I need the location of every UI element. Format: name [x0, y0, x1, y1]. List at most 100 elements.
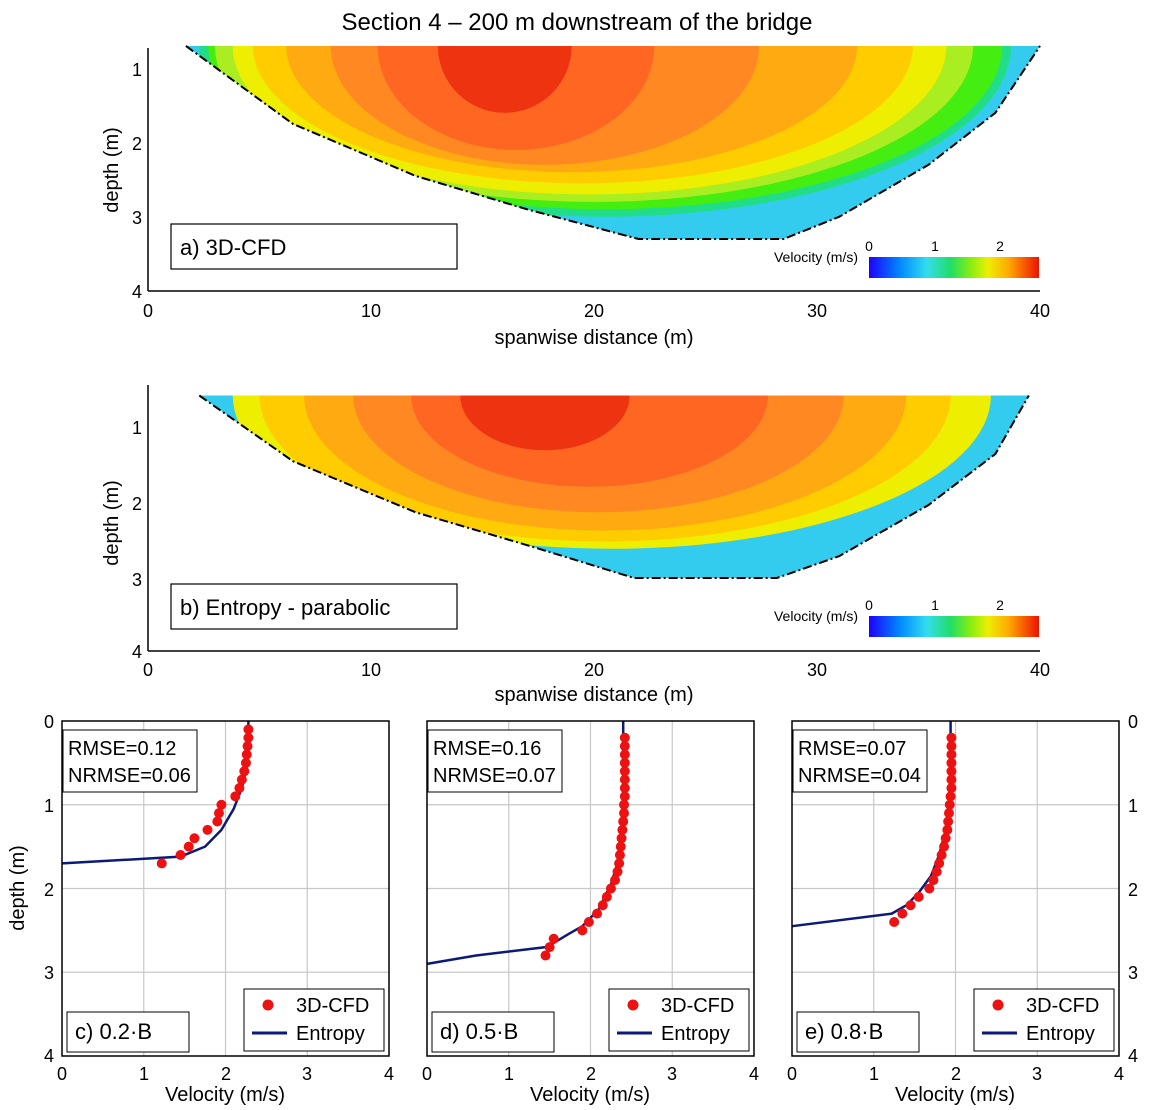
y-tick-label: 3 [1128, 963, 1138, 983]
y-tick-label: 1 [1128, 796, 1138, 816]
profile-panel-0.2B: RMSE=0.12 NRMSE=0.06 c) 0.2·B 3D-CFD Ent… [7, 712, 394, 1106]
cfd-point [212, 817, 222, 827]
y-tick-label: 2 [132, 494, 142, 514]
y-tick-label: 2 [1128, 880, 1138, 900]
x-tick-label: 2 [951, 1064, 961, 1084]
figure-title: Section 4 – 200 m downstream of the brid… [342, 9, 813, 36]
x-ticks: 0 1 2 3 4 [787, 1064, 1124, 1084]
cfd-point [906, 900, 916, 910]
cfd-point [598, 900, 608, 910]
y-tick-label: 0 [44, 712, 54, 732]
x-tick-label: 0 [787, 1064, 797, 1084]
x-tick-label: 20 [584, 301, 604, 321]
legend-label: 3D-CFD [661, 995, 734, 1017]
legend-marker-3d-cfd [628, 1000, 639, 1011]
nrmse-text: NRMSE=0.04 [798, 765, 921, 787]
x-ticks: 0 1 2 3 4 [422, 1064, 759, 1084]
y-tick-label: 2 [44, 880, 54, 900]
y-ticks: 1 2 3 4 [132, 60, 142, 302]
x-axis-label: Velocity (m/s) [895, 1084, 1015, 1106]
x-tick-label: 0 [422, 1064, 432, 1084]
colorbar-label: Velocity (m/s) [774, 608, 858, 624]
legend-label: Entropy [661, 1023, 730, 1045]
y-tick-label: 3 [132, 208, 142, 228]
cfd-point [592, 909, 602, 919]
colorbar-tick-label: 0 [865, 597, 873, 613]
colorbar-tick-label: 2 [996, 597, 1004, 613]
x-tick-label: 4 [749, 1064, 759, 1084]
x-axis-label: spanwise distance (m) [495, 684, 694, 706]
x-tick-label: 2 [221, 1064, 231, 1084]
colorbar-tick-label: 0 [865, 238, 873, 254]
x-tick-label: 3 [667, 1064, 677, 1084]
cfd-point [189, 833, 199, 843]
cfd-point [941, 833, 951, 843]
cfd-point [157, 858, 167, 868]
x-tick-label: 1 [139, 1064, 149, 1084]
panel-label: d) 0.5·B [440, 1019, 518, 1044]
cfd-point [176, 850, 186, 860]
colorbar-tick-label: 2 [996, 238, 1004, 254]
colorbar-tick-label: 1 [931, 597, 939, 613]
x-ticks: 0 10 20 30 40 [143, 301, 1050, 321]
x-tick-label: 30 [807, 660, 827, 680]
y-tick-label: 0 [1128, 712, 1138, 732]
panel-label: e) 0.8·B [805, 1019, 883, 1044]
cfd-point [541, 951, 551, 961]
legend-label: 3D-CFD [1026, 995, 1099, 1017]
x-tick-label: 4 [1114, 1064, 1124, 1084]
y-ticks: 0 1 2 3 4 [44, 712, 54, 1066]
nrmse-text: NRMSE=0.06 [68, 765, 191, 787]
cfd-point [241, 758, 251, 768]
y-tick-label: 3 [132, 570, 142, 590]
y-tick-label: 1 [44, 796, 54, 816]
panel-label: b) Entropy - parabolic [180, 595, 390, 620]
y-tick-label: 4 [44, 1046, 54, 1066]
colorbar-gradient [869, 616, 1039, 637]
colorbar: Velocity (m/s) 0 1 2 [774, 238, 1039, 278]
x-tick-label: 3 [302, 1064, 312, 1084]
cfd-point [214, 808, 224, 818]
y-axis-label: depth (m) [7, 845, 29, 931]
x-tick-label: 0 [57, 1064, 67, 1084]
colorbar-label: Velocity (m/s) [774, 249, 858, 265]
y-tick-label: 2 [132, 134, 142, 154]
y-axis-label: depth (m) [101, 127, 123, 213]
x-tick-label: 4 [384, 1064, 394, 1084]
y-ticks: 1 2 3 4 [132, 418, 142, 662]
cfd-point [577, 925, 587, 935]
contour-panel-cfd: 0 10 20 30 40 1 2 3 4 spanwise distance … [101, 0, 1050, 349]
colorbar: Velocity (m/s) 0 1 2 [774, 597, 1039, 637]
x-tick-label: 10 [361, 301, 381, 321]
y-ticks-right: 0 1 2 3 4 [1128, 712, 1138, 1066]
profile-panel-0.8B: RMSE=0.07 NRMSE=0.04 e) 0.8·B 3D-CFD Ent… [787, 712, 1138, 1106]
y-tick-label: 3 [44, 963, 54, 983]
legend-marker-3d-cfd [263, 1000, 274, 1011]
profile-panel-0.5B: RMSE=0.16 NRMSE=0.07 d) 0.5·B 3D-CFD Ent… [422, 721, 759, 1106]
x-tick-label: 0 [143, 301, 153, 321]
legend-marker-3d-cfd [993, 1000, 1004, 1011]
isotach-band [460, 341, 629, 451]
rmse-text: RMSE=0.16 [433, 738, 541, 760]
cfd-point [614, 858, 624, 868]
x-tick-label: 20 [584, 660, 604, 680]
cfd-point [914, 892, 924, 902]
x-tick-label: 40 [1030, 301, 1050, 321]
cfd-point [584, 917, 594, 927]
cfd-point [184, 842, 194, 852]
panel-label: a) 3D-CFD [180, 235, 286, 260]
rmse-text: RMSE=0.07 [798, 738, 906, 760]
y-tick-label: 4 [132, 642, 142, 662]
x-ticks: 0 1 2 3 4 [57, 1064, 394, 1084]
x-axis-label: Velocity (m/s) [165, 1084, 285, 1106]
y-axis-label: depth (m) [101, 480, 123, 566]
y-tick-label: 4 [132, 282, 142, 302]
legend-label: 3D-CFD [296, 995, 369, 1017]
x-ticks: 0 10 20 30 40 [143, 660, 1050, 680]
legend-label: Entropy [296, 1023, 365, 1045]
cfd-point [942, 825, 952, 835]
rmse-text: RMSE=0.12 [68, 738, 176, 760]
x-axis-label: Velocity (m/s) [530, 1084, 650, 1106]
x-tick-label: 40 [1030, 660, 1050, 680]
